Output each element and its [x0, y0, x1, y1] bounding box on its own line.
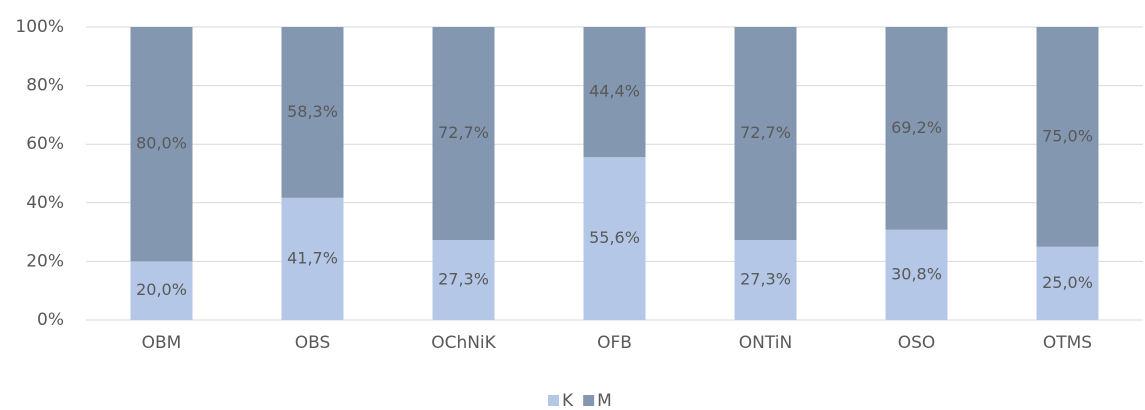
y-tick-label: 20% [26, 251, 64, 271]
x-tick-label: OBM [142, 333, 182, 353]
x-tick-label: OSO [898, 333, 936, 353]
legend-label: K [562, 391, 574, 410]
bar-segment [583, 27, 646, 158]
data-label: 72,7% [438, 123, 489, 142]
bar-segment [734, 240, 797, 320]
y-tick-label: 0% [37, 310, 64, 330]
data-label: 44,4% [589, 82, 640, 101]
x-tick-label: ONTiN [739, 333, 792, 353]
data-label: 58,3% [287, 102, 338, 121]
legend-swatch [548, 395, 559, 406]
x-tick-label: OFB [597, 333, 632, 353]
x-tick-label: OBS [295, 333, 331, 353]
bar-segment [130, 27, 193, 262]
bar-segment [281, 27, 344, 198]
data-label: 27,3% [740, 270, 791, 289]
x-tick-label: OTMS [1043, 333, 1092, 353]
legend-swatch [583, 395, 595, 406]
data-label: 80,0% [136, 134, 187, 153]
bar-segment [130, 261, 193, 320]
bar-segment [885, 27, 948, 230]
data-label: 25,0% [1042, 273, 1093, 292]
data-label: 75,0% [1042, 126, 1093, 145]
data-label: 27,3% [438, 270, 489, 289]
bar-segment [1036, 246, 1099, 320]
y-tick-label: 100% [15, 17, 64, 37]
data-label: 69,2% [891, 118, 942, 137]
y-tick-label: 40% [26, 193, 64, 213]
bar-segment [1036, 27, 1099, 247]
data-label: 72,7% [740, 123, 791, 142]
legend-label: M [597, 391, 612, 410]
y-tick-label: 80% [26, 76, 64, 96]
bar-segment [583, 157, 646, 320]
data-label: 30,8% [891, 264, 942, 283]
bar-segment [432, 240, 495, 320]
bar-segment [734, 27, 797, 241]
bar-segment [281, 197, 344, 320]
x-tick-label: OChNiK [431, 333, 496, 353]
y-tick-label: 60% [26, 134, 64, 154]
bar-segment [885, 229, 948, 320]
bar-segment [432, 27, 495, 241]
data-label: 20,0% [136, 280, 187, 299]
data-label: 55,6% [589, 228, 640, 247]
data-label: 41,7% [287, 248, 338, 267]
